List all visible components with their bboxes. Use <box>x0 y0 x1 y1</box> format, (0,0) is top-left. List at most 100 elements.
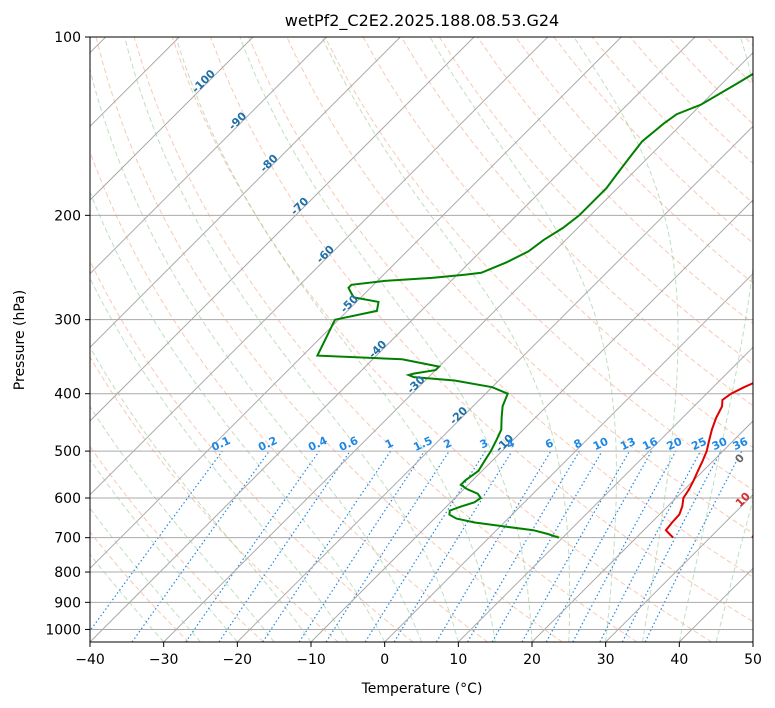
moist-adiabat-line <box>239 37 533 642</box>
mixing-ratio-line <box>545 450 653 642</box>
axis-ticks: −40 −30 −20 −10 0 10 20 30 40 5010020030040050060… <box>45 30 762 668</box>
moist-adiabat-line <box>90 190 386 642</box>
mixing-ratio-label: 25 <box>689 435 708 453</box>
moist-adiabat-line <box>90 405 275 642</box>
moist-adiabat-label: 10 <box>733 490 753 510</box>
isotherm-line <box>310 199 753 642</box>
plot-frame <box>89 36 754 643</box>
y-tick-label: 800 <box>54 565 81 581</box>
y-tick-label: 500 <box>54 444 81 460</box>
mixing-ratio-label: 10 <box>591 435 611 453</box>
y-tick-label: 100 <box>54 30 81 46</box>
y-tick-label: 200 <box>54 208 81 224</box>
moist-adiabat-line <box>90 507 201 642</box>
y-tick-label: 1000 <box>45 622 81 638</box>
x-tick-label: 30 <box>597 652 615 668</box>
dry-adiabat-label: -100 <box>189 67 218 96</box>
isotherm-line <box>384 272 753 642</box>
mixing-ratio-label: 2 <box>442 436 454 451</box>
dry-adiabat-label: -60 <box>314 242 337 265</box>
isotherm-line <box>236 125 753 642</box>
isotherm-line <box>457 346 753 642</box>
isotherm-line <box>90 37 622 570</box>
y-tick-label: 900 <box>54 595 81 611</box>
moist-adiabat-label: 20 <box>749 525 769 545</box>
moist-adiabat-line <box>90 346 312 642</box>
dry-adiabat-line <box>210 37 753 623</box>
dry-adiabat-line <box>248 37 753 578</box>
x-tick-label: 20 <box>523 652 541 668</box>
dry-adiabat-line <box>591 37 753 204</box>
dry-adiabat-line <box>90 259 414 642</box>
dry-adiabat-label: -80 <box>257 152 280 175</box>
isotherm-line <box>90 37 328 275</box>
mixing-ratio-line <box>298 450 425 642</box>
x-tick-label: 10 <box>449 652 467 668</box>
isotherm-line <box>531 420 753 642</box>
moist-adiabat-label: 0 <box>732 451 747 466</box>
mixing-ratio-line <box>325 450 450 642</box>
dry-adiabat-line <box>133 37 638 642</box>
mixing-ratio-line <box>644 450 743 642</box>
moist-adiabat-line <box>321 37 571 642</box>
mixing-ratio-line <box>218 450 351 642</box>
moist-adiabat-line <box>678 37 753 642</box>
mixing-ratio-line <box>572 450 677 642</box>
y-tick-label: 700 <box>54 531 81 547</box>
mixing-ratio-line <box>262 450 392 642</box>
moist-adiabat-line <box>429 37 617 642</box>
mixing-ratio-line <box>621 450 722 642</box>
dry-adiabat-label: -30 <box>404 373 427 396</box>
mixing-ratio-label: 13 <box>618 435 637 453</box>
x-tick-label: 0 <box>380 652 389 668</box>
y-axis-title: Pressure (hPa) <box>12 290 28 390</box>
x-tick-label: −10 <box>296 652 326 668</box>
x-tick-label: 40 <box>670 652 688 668</box>
mixing-ratio-label: 30 <box>710 435 730 453</box>
chart-title: wetPf2_C2E2.2025.188.08.53.G24 <box>285 11 559 31</box>
dry-adiabat-label: -70 <box>288 194 311 217</box>
moist-adiabat-line <box>90 67 422 642</box>
dry-adiabat-line <box>515 37 753 284</box>
moist-adiabat-label: 30 <box>762 556 775 576</box>
isotherm-line <box>752 641 753 642</box>
temperature-profile-line <box>664 382 753 539</box>
mixing-ratio-line <box>521 450 631 642</box>
dry-adiabat-label: -20 <box>447 404 470 427</box>
isotherm-line <box>678 567 753 642</box>
isotherm-line <box>605 493 753 642</box>
x-tick-label: −20 <box>223 652 253 668</box>
isotherm-line <box>90 37 475 422</box>
dry-adiabat-line <box>744 37 753 47</box>
dry-adiabat-line <box>171 37 712 642</box>
isotherm-line <box>90 37 401 349</box>
dry-adiabat-label: -90 <box>226 109 249 132</box>
dry-adiabat-label: -50 <box>338 292 361 315</box>
moist-adiabat-line <box>175 37 496 642</box>
isotherm-line <box>90 37 549 496</box>
mixing-ratio-line <box>393 450 513 642</box>
mixing-ratio-line <box>466 450 580 642</box>
dry-adiabat-line <box>90 356 339 642</box>
moist-adiabat-line <box>124 37 459 642</box>
dry-adiabat-line <box>95 37 563 642</box>
profile-lines <box>315 72 753 539</box>
isotherm-line <box>90 37 254 201</box>
background-lines <box>90 37 753 642</box>
dry-adiabat-line <box>706 37 753 86</box>
dry-adiabat-line <box>324 37 753 491</box>
dry-adiabat-line <box>438 37 753 366</box>
mixing-ratio-label: 36 <box>731 435 751 453</box>
mixing-ratio-line <box>131 450 270 642</box>
moist-adiabat-line <box>573 37 679 642</box>
y-tick-label: 300 <box>54 313 81 329</box>
x-tick-label: −30 <box>149 652 179 668</box>
mixing-ratio-line <box>185 450 320 642</box>
mixing-ratio-line <box>90 450 223 632</box>
dry-adiabat-line <box>668 37 753 125</box>
dry-adiabat-line <box>90 531 190 642</box>
mixing-ratio-label: 1 <box>383 436 395 451</box>
gridlines <box>90 37 753 642</box>
isotherm-line <box>163 51 753 642</box>
